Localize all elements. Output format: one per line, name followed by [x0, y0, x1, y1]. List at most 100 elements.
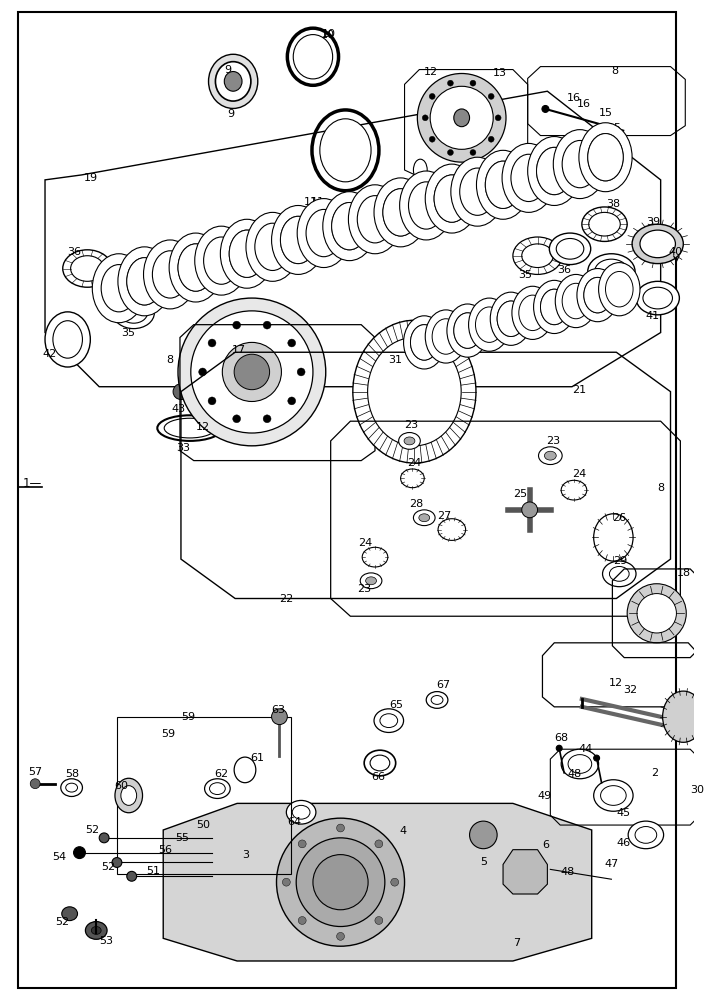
Circle shape: [375, 840, 383, 848]
Ellipse shape: [434, 175, 470, 222]
Text: 55: 55: [175, 833, 189, 843]
Ellipse shape: [555, 274, 596, 328]
Ellipse shape: [539, 447, 562, 465]
Ellipse shape: [556, 238, 584, 259]
Ellipse shape: [234, 757, 256, 783]
Ellipse shape: [635, 827, 657, 843]
Ellipse shape: [400, 171, 453, 240]
Ellipse shape: [332, 203, 367, 250]
Circle shape: [208, 397, 216, 405]
Ellipse shape: [425, 164, 479, 233]
Ellipse shape: [174, 239, 218, 296]
Circle shape: [222, 342, 282, 401]
Circle shape: [470, 150, 476, 155]
Ellipse shape: [374, 709, 403, 732]
Ellipse shape: [593, 780, 633, 811]
Text: 20: 20: [593, 301, 608, 311]
Ellipse shape: [280, 216, 316, 264]
Ellipse shape: [475, 307, 503, 342]
Ellipse shape: [490, 292, 532, 345]
Ellipse shape: [541, 289, 568, 325]
Circle shape: [288, 397, 296, 405]
Ellipse shape: [588, 134, 623, 181]
Circle shape: [298, 840, 306, 848]
Ellipse shape: [113, 297, 154, 329]
Text: 36: 36: [558, 265, 571, 275]
Ellipse shape: [292, 805, 310, 819]
Ellipse shape: [383, 189, 418, 236]
Ellipse shape: [598, 263, 640, 316]
Text: 10: 10: [321, 30, 335, 40]
Text: 28: 28: [410, 499, 424, 509]
Ellipse shape: [383, 189, 418, 236]
Circle shape: [234, 354, 270, 390]
Circle shape: [263, 321, 271, 329]
Ellipse shape: [195, 226, 248, 295]
Circle shape: [337, 932, 344, 940]
Ellipse shape: [603, 561, 636, 587]
Circle shape: [313, 855, 368, 910]
Ellipse shape: [45, 312, 90, 367]
Ellipse shape: [632, 224, 684, 264]
Text: 64: 64: [287, 817, 301, 827]
Text: 17: 17: [232, 345, 246, 355]
Text: 53: 53: [99, 936, 113, 946]
Ellipse shape: [561, 480, 586, 500]
Ellipse shape: [536, 147, 572, 195]
Ellipse shape: [588, 254, 635, 289]
Ellipse shape: [413, 510, 435, 526]
Ellipse shape: [580, 273, 615, 317]
Ellipse shape: [519, 295, 546, 331]
Text: 4: 4: [400, 826, 407, 836]
Ellipse shape: [407, 320, 441, 365]
Circle shape: [99, 833, 109, 843]
Ellipse shape: [152, 251, 188, 298]
Text: 19: 19: [84, 173, 98, 183]
Ellipse shape: [203, 237, 239, 284]
Text: 9: 9: [225, 65, 232, 75]
Ellipse shape: [533, 142, 576, 200]
Ellipse shape: [447, 304, 489, 357]
Text: 42: 42: [42, 349, 56, 359]
Ellipse shape: [534, 280, 575, 334]
Circle shape: [470, 80, 476, 86]
Text: 54: 54: [52, 852, 66, 862]
Circle shape: [277, 818, 405, 946]
Ellipse shape: [537, 285, 572, 329]
Text: 24: 24: [358, 538, 372, 548]
Ellipse shape: [562, 283, 590, 319]
Text: 48: 48: [567, 769, 582, 779]
Ellipse shape: [577, 269, 618, 322]
Circle shape: [429, 93, 435, 99]
Ellipse shape: [528, 137, 581, 205]
Text: 15: 15: [598, 108, 612, 118]
Ellipse shape: [584, 277, 611, 313]
Circle shape: [627, 584, 686, 643]
Ellipse shape: [561, 749, 598, 779]
Ellipse shape: [353, 320, 476, 463]
Ellipse shape: [225, 72, 242, 91]
Text: 60: 60: [114, 781, 128, 791]
Text: 61: 61: [250, 753, 264, 763]
Text: 52: 52: [85, 825, 99, 835]
Ellipse shape: [323, 192, 376, 261]
Ellipse shape: [408, 182, 444, 229]
Text: 52: 52: [55, 917, 69, 927]
Ellipse shape: [62, 907, 77, 921]
Circle shape: [30, 779, 40, 789]
Circle shape: [297, 368, 305, 376]
Ellipse shape: [432, 319, 460, 354]
Ellipse shape: [643, 287, 672, 309]
Ellipse shape: [511, 154, 546, 202]
Ellipse shape: [53, 321, 82, 358]
Ellipse shape: [280, 216, 316, 264]
Ellipse shape: [482, 156, 524, 213]
Text: 2: 2: [650, 768, 658, 778]
Circle shape: [391, 878, 398, 886]
Ellipse shape: [277, 211, 320, 269]
Text: 15: 15: [608, 123, 622, 133]
Ellipse shape: [348, 185, 401, 254]
Ellipse shape: [593, 514, 633, 561]
Ellipse shape: [360, 573, 382, 589]
Ellipse shape: [332, 203, 367, 250]
